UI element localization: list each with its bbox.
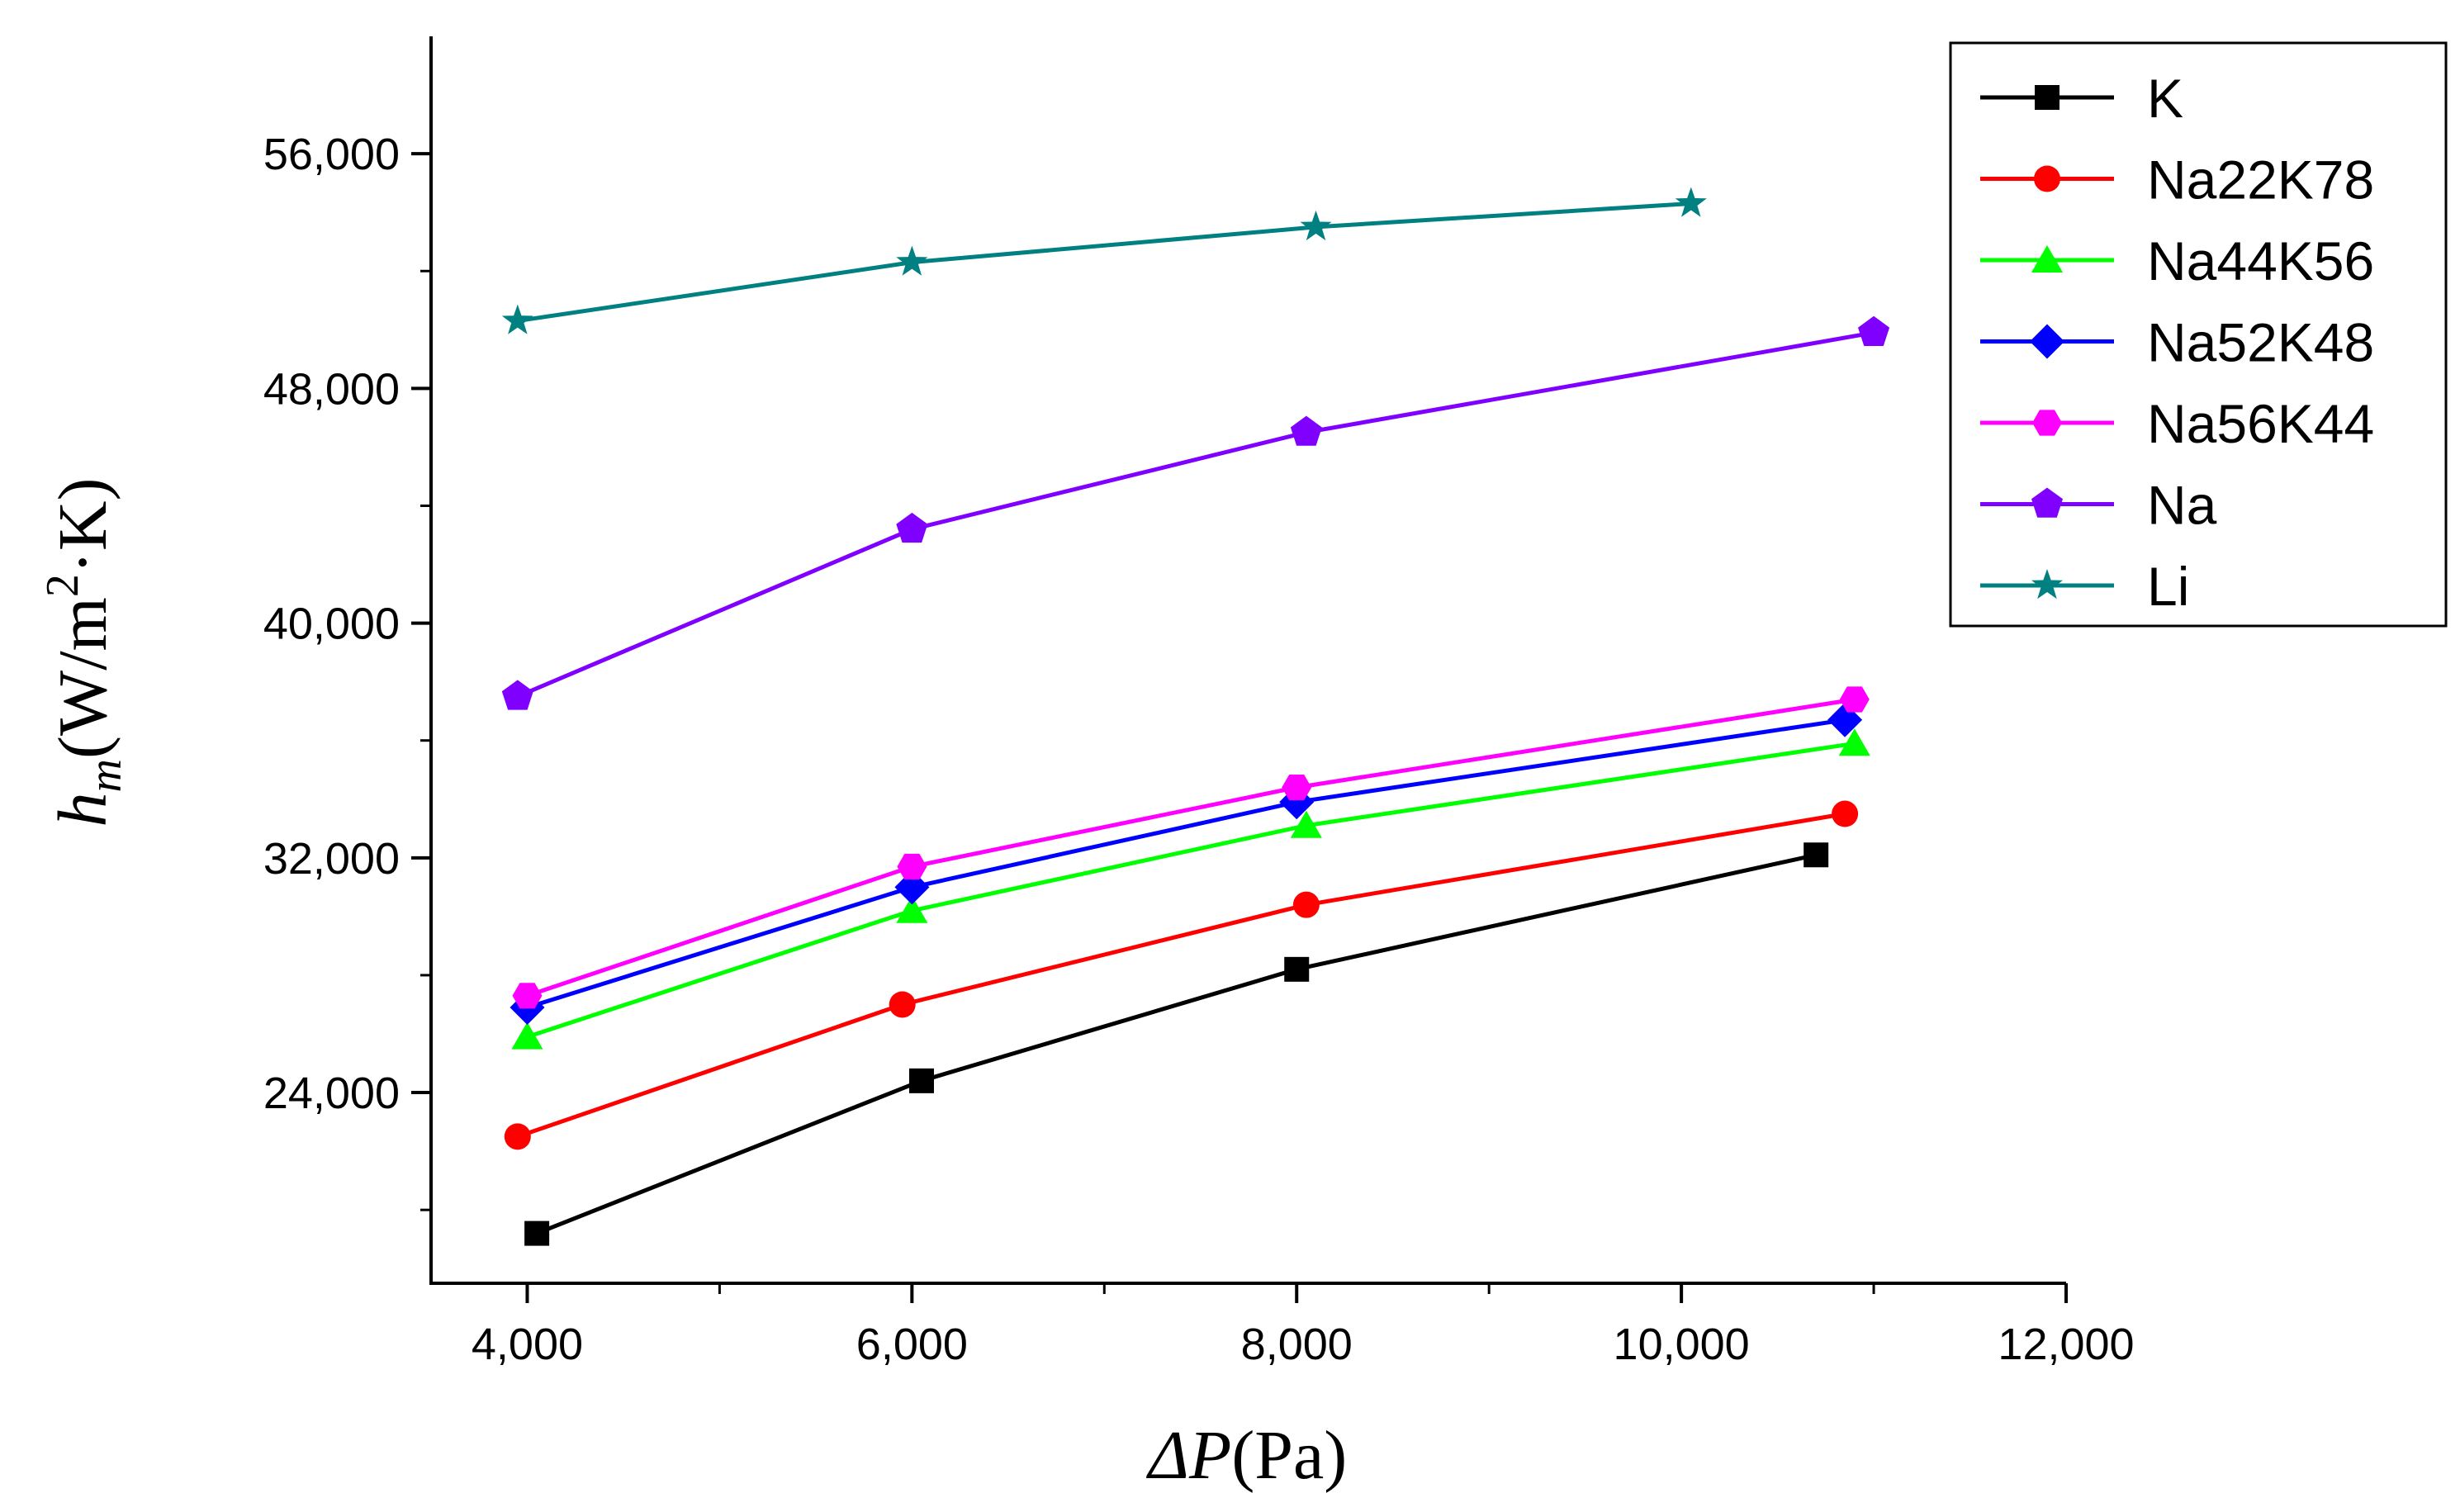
data-point-na44k56	[511, 1021, 543, 1050]
series-k	[524, 842, 1829, 1246]
legend-label-k: K	[2147, 68, 2183, 129]
legend-marker-na56k44	[2032, 410, 2062, 436]
legend-label-na22k78: Na22K78	[2147, 149, 2374, 211]
data-point-li	[1300, 210, 1332, 241]
series-layer	[501, 187, 1890, 1246]
data-point-na44k56	[1290, 810, 1322, 838]
legend-box	[1949, 41, 2448, 628]
x-ticks: 4,000 6,000 8,000 10,000 12,000	[472, 1283, 2135, 1369]
series-na56k44	[512, 686, 1870, 1009]
data-point-li	[896, 245, 928, 276]
data-point-na	[1858, 315, 1890, 346]
series-line-na	[516, 330, 1875, 699]
y-ticks: 24,000 32,000 40,000 48,000 56,000	[263, 130, 431, 1211]
y-tick-label: 48,000	[263, 364, 400, 414]
x-axis-symbol: ΔP	[1146, 1417, 1232, 1494]
series-line-na56k44	[526, 697, 1856, 998]
y-tick-label: 24,000	[263, 1069, 400, 1118]
data-point-na56k44	[1839, 686, 1870, 713]
data-point-na22k78	[504, 1123, 531, 1150]
x-tick-label: 10,000	[1614, 1320, 1750, 1369]
data-point-na56k44	[1282, 775, 1312, 801]
data-point-na56k44	[897, 853, 927, 880]
y-axis-superscript: 2	[37, 574, 88, 597]
legend-item-k: K	[1980, 68, 2183, 129]
legend-marker-na44k56	[2031, 245, 2064, 273]
data-point-na	[896, 512, 928, 543]
data-point-na56k44	[512, 983, 543, 1009]
legend-marker-na52k48	[2030, 324, 2064, 359]
series-na22k78	[504, 800, 1859, 1150]
legend-label-na: Na	[2147, 475, 2217, 536]
data-point-li	[1675, 187, 1707, 217]
legend-item-na: Na	[1980, 475, 2217, 536]
y-axis-unit-open: (W/m	[45, 597, 121, 759]
series-line-na52k48	[526, 718, 1846, 1010]
x-tick-label: 6,000	[856, 1320, 968, 1369]
data-point-na22k78	[889, 991, 916, 1018]
legend-item-li: Li	[1980, 556, 2189, 617]
data-point-na22k78	[1832, 800, 1859, 827]
data-point-na22k78	[1292, 891, 1320, 918]
series-line-k	[536, 852, 1817, 1235]
y-tick-label: 32,000	[263, 834, 400, 884]
data-point-li	[501, 304, 533, 334]
legend-item-na52k48: Na52K48	[1980, 312, 2374, 373]
legend-items: K Na22K78 Na44K56 Na52K48 Na56K44 Na Li	[1980, 68, 2374, 617]
legend-label-na52k48: Na52K48	[2147, 312, 2374, 373]
data-point-k	[1284, 956, 1310, 982]
legend-marker-na	[2031, 487, 2063, 518]
legend-item-na44k56: Na44K56	[1980, 230, 2374, 291]
y-tick-label: 56,000	[263, 130, 400, 179]
legend-marker-li	[2031, 569, 2063, 600]
series-na44k56	[511, 728, 1870, 1050]
data-point-na	[1290, 415, 1322, 446]
y-axis-subscript: m	[80, 759, 131, 792]
legend-marker-k	[2035, 85, 2059, 110]
legend: K Na22K78 Na44K56 Na52K48 Na56K44 Na Li	[1949, 41, 2448, 628]
legend-label-na44k56: Na44K56	[2147, 230, 2374, 291]
series-line-li	[517, 201, 1691, 324]
data-point-k	[1804, 842, 1829, 868]
x-axis-title: ΔP(Pa)	[1146, 1417, 1348, 1494]
legend-label-li: Li	[2147, 556, 2189, 617]
y-axis-symbol: h	[45, 793, 121, 827]
data-point-na44k56	[1838, 728, 1870, 756]
plot-frame	[429, 36, 2066, 1285]
x-tick-label: 8,000	[1241, 1320, 1353, 1369]
y-axis-title: hm(W/m2·K)	[37, 478, 131, 827]
y-tick-label: 40,000	[263, 600, 400, 649]
legend-item-na22k78: Na22K78	[1980, 149, 2374, 211]
data-point-k	[909, 1068, 934, 1093]
data-point-na	[501, 680, 533, 710]
series-na	[501, 315, 1890, 710]
data-point-na44k56	[896, 895, 928, 923]
legend-item-na56k44: Na56K44	[1980, 393, 2374, 454]
series-line-na22k78	[516, 812, 1846, 1139]
x-axis-unit: (Pa)	[1231, 1417, 1347, 1494]
data-point-na52k48	[894, 870, 930, 905]
legend-marker-na22k78	[2034, 165, 2060, 192]
legend-label-na56k44: Na56K44	[2147, 393, 2374, 454]
series-line-na44k56	[526, 741, 1856, 1039]
data-point-k	[524, 1221, 550, 1246]
series-li	[501, 187, 1707, 334]
x-tick-label: 4,000	[472, 1320, 583, 1369]
y-axis-unit-close: ·K)	[45, 478, 121, 575]
x-tick-label: 12,000	[1998, 1320, 2134, 1369]
